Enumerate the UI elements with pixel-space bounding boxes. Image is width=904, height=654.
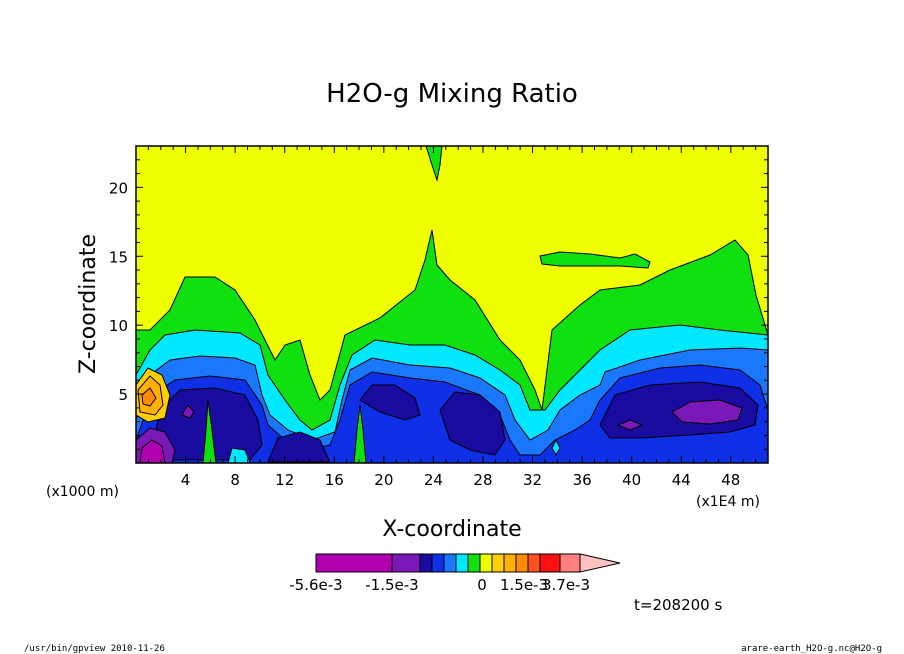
y-axis-label: Z-coordinate [76,234,101,374]
contour-purple-2 [616,419,644,431]
contour-green-spike-2 [353,404,367,463]
colorbar-label: 3.7e-3 [542,576,590,594]
contour-navy-2 [359,384,421,421]
x-unit-label: (x1E4 m) [696,494,760,510]
colorbar-segment [431,553,445,573]
colorbar: -5.6e-3 -1.5e-3 0 1.5e-33.7e-3 [289,553,621,594]
x-tick-label: 44 [672,471,691,489]
contour-purple-4 [181,404,195,419]
colorbar-segment [315,553,393,573]
colorbar-segment [479,553,493,573]
x-tick-label: 12 [275,471,294,489]
contour-green-island [539,251,651,269]
x-tick-label: 36 [573,471,592,489]
x-axis-label: X-coordinate [382,517,521,542]
time-label: t=208200 s [634,596,722,614]
y-tick-label: 15 [109,248,128,266]
y-tick-label: 10 [109,317,128,335]
x-tick-label: 48 [721,471,740,489]
colorbar-segment [559,553,581,573]
colorbar-segment [391,553,421,573]
chart-title: H2O-g Mixing Ratio [326,79,578,109]
plot-field [136,146,768,463]
footer-right: arare-earth_H2O-g.nc@H2O-g [741,644,882,654]
contour-cyan-patch-2 [551,438,561,457]
colorbar-segment [419,553,433,573]
colorbar-segment [491,553,505,573]
x-tick-label: 28 [473,471,492,489]
colorbar-segment [515,553,529,573]
colorbar-segment [527,553,541,573]
colorbar-label: -5.6e-3 [289,576,342,594]
contour-purple [671,399,743,425]
contour-navy-3 [439,391,506,456]
contour-cyan-patch [227,447,251,463]
x-tick-label: 24 [424,471,443,489]
x-tick-label: 4 [181,471,191,489]
colorbar-label: 1.5e-3 [500,576,548,594]
colorbar-segment [467,553,481,573]
footer-left: /usr/bin/gpview 2010-11-26 [24,644,165,654]
colorbar-segment [455,553,469,573]
colorbar-label: -1.5e-3 [365,576,418,594]
x-tick-label: 16 [325,471,344,489]
contour-magenta [139,439,166,463]
contour-orange-3 [141,387,157,407]
x-tick-label: 20 [374,471,393,489]
x-tick-label: 32 [523,471,542,489]
contour-green-spike-1 [202,399,217,463]
y-tick-label: 5 [118,386,128,404]
colorbar-arrow [579,553,621,573]
contour-green-top [425,146,443,182]
colorbar-segment [539,553,561,573]
y-axis-ticks: 5 10 15 20 [109,159,768,450]
colorbar-segment [443,553,457,573]
y-tick-label: 20 [109,179,128,197]
x-tick-label: 40 [622,471,641,489]
x-tick-label: 8 [230,471,240,489]
colorbar-segment [503,553,517,573]
plot-frame [135,145,769,464]
x-axis-ticks: 4 8 12 16 20 24 28 32 36 40 44 48 [147,146,769,489]
y-unit-label: (x1000 m) [46,484,119,500]
colorbar-label: 0 [477,576,487,594]
contour-navy-5 [267,431,331,463]
